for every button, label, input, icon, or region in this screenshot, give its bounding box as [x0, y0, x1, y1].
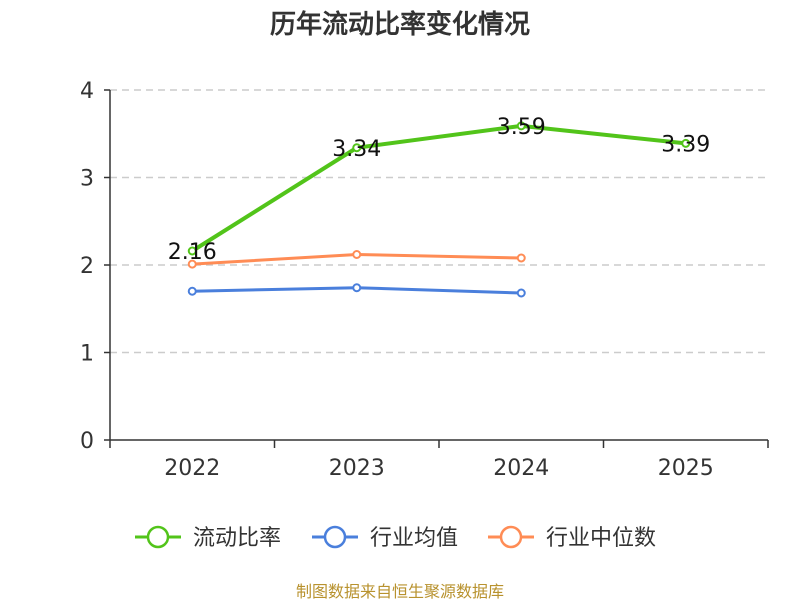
chart-title: 历年流动比率变化情况: [269, 10, 530, 40]
data-label: 3.39: [661, 132, 710, 157]
data-point: [516, 121, 526, 131]
data-label: 3.59: [497, 115, 546, 140]
series-line: [191, 123, 686, 253]
data-label: 3.34: [332, 137, 381, 162]
data-point: [187, 259, 197, 269]
y-tick-label: 3: [80, 167, 94, 192]
legend-label[interactable]: 行业中位数: [546, 526, 656, 551]
y-tick-label: 0: [80, 429, 94, 454]
data-point: [352, 283, 362, 293]
data-point: [352, 250, 362, 259]
x-tick-label: 2024: [493, 456, 549, 481]
y-tick-label: 1: [80, 342, 94, 367]
legend-label[interactable]: 行业均值: [370, 526, 458, 551]
legend-label[interactable]: 流动比率: [193, 526, 281, 551]
x-tick-label: 2023: [329, 456, 385, 481]
data-point: [516, 288, 526, 298]
y-tick-label: 4: [80, 79, 94, 104]
data-point: [187, 286, 197, 296]
source-note: 制图数据来自恒生聚源数据库: [295, 582, 504, 601]
data-point: [516, 253, 526, 263]
legend-marker[interactable]: [323, 525, 347, 549]
x-tick-label: 2025: [658, 456, 714, 481]
data-point: [352, 143, 362, 153]
legend-marker[interactable]: [499, 525, 523, 549]
legend-marker[interactable]: [146, 525, 170, 549]
x-tick-label: 2022: [164, 456, 220, 481]
data-point: [187, 246, 197, 256]
y-tick-label: 2: [80, 254, 94, 279]
data-point: [681, 138, 691, 148]
